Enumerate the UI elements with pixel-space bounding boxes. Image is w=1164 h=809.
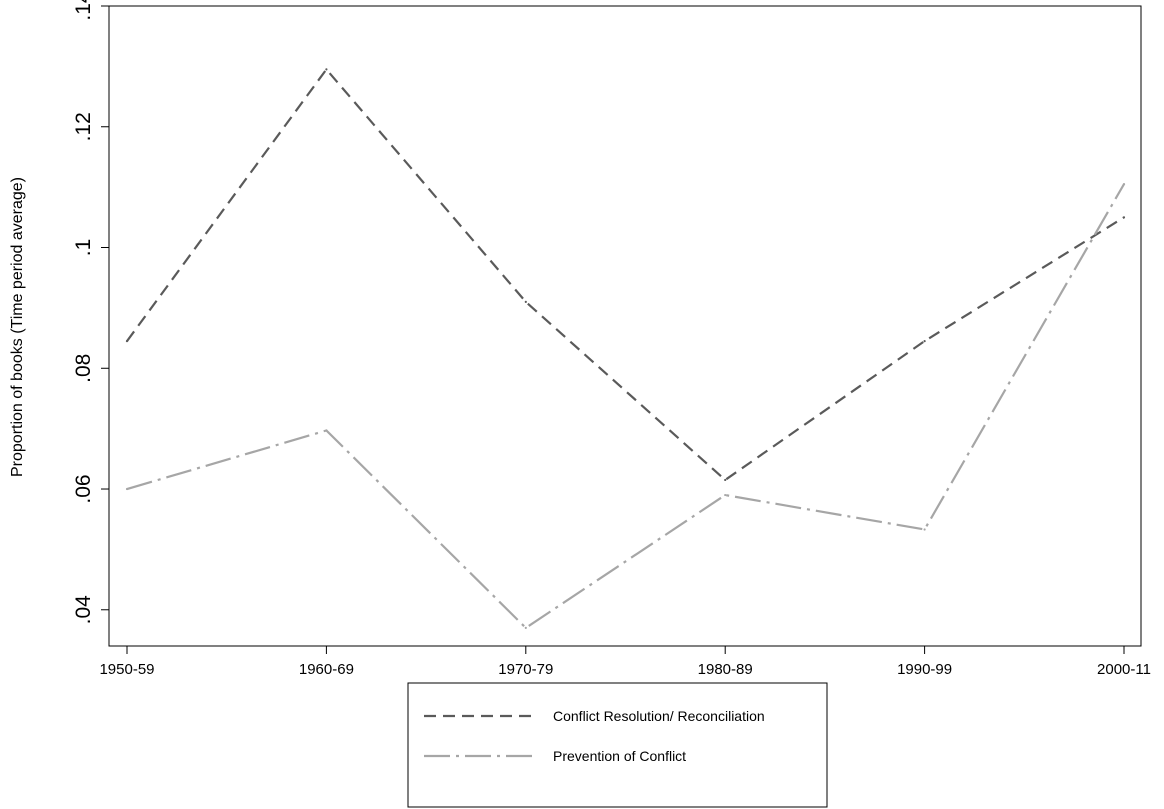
legend-items: Conflict Resolution/ Reconciliation Preve… xyxy=(424,708,765,764)
y-tick-label: .14 xyxy=(72,0,95,21)
y-tick-label: .1 xyxy=(72,239,95,257)
x-axis-ticks: 1950-59 1960-69 1970-79 1980-89 1990-99 2000-… xyxy=(99,646,1151,678)
legend-label-2: Prevention of Conflict xyxy=(553,748,686,764)
y-axis-title: Proportion of books (Time period average… xyxy=(9,177,26,477)
data-point xyxy=(524,300,527,303)
series-line-2 xyxy=(126,183,1125,630)
x-tick-label: 1950-59 xyxy=(99,661,154,678)
data-point xyxy=(125,339,129,343)
data-point xyxy=(325,68,328,71)
y-tick-label: .12 xyxy=(72,112,95,141)
series-lines xyxy=(125,67,1126,630)
x-tick-label: 1960-69 xyxy=(299,661,354,678)
data-point xyxy=(1122,183,1126,186)
x-tick-label: 1990-99 xyxy=(897,661,952,678)
data-point xyxy=(325,429,328,432)
y-tick-label: .06 xyxy=(72,474,95,503)
legend-box xyxy=(407,682,828,808)
data-point xyxy=(923,339,926,343)
x-tick-label: 1970-79 xyxy=(498,661,553,678)
y-axis-ticks: .04 .06 .08 .1 .12 .14 xyxy=(72,0,109,624)
y-tick-label: .04 xyxy=(72,595,95,625)
x-tick-label: 2000-11 xyxy=(1097,661,1151,678)
data-point xyxy=(1122,216,1126,219)
legend-label-1: Conflict Resolution/ Reconciliation xyxy=(553,708,765,724)
data-point xyxy=(923,528,926,531)
data-point xyxy=(125,487,129,491)
data-point xyxy=(724,478,727,482)
x-tick-label: 1980-89 xyxy=(698,661,753,678)
data-point xyxy=(724,493,727,497)
data-point xyxy=(524,626,527,629)
y-tick-label: .08 xyxy=(72,354,95,383)
legend: Conflict Resolution/ Reconciliation Preve… xyxy=(407,682,828,808)
